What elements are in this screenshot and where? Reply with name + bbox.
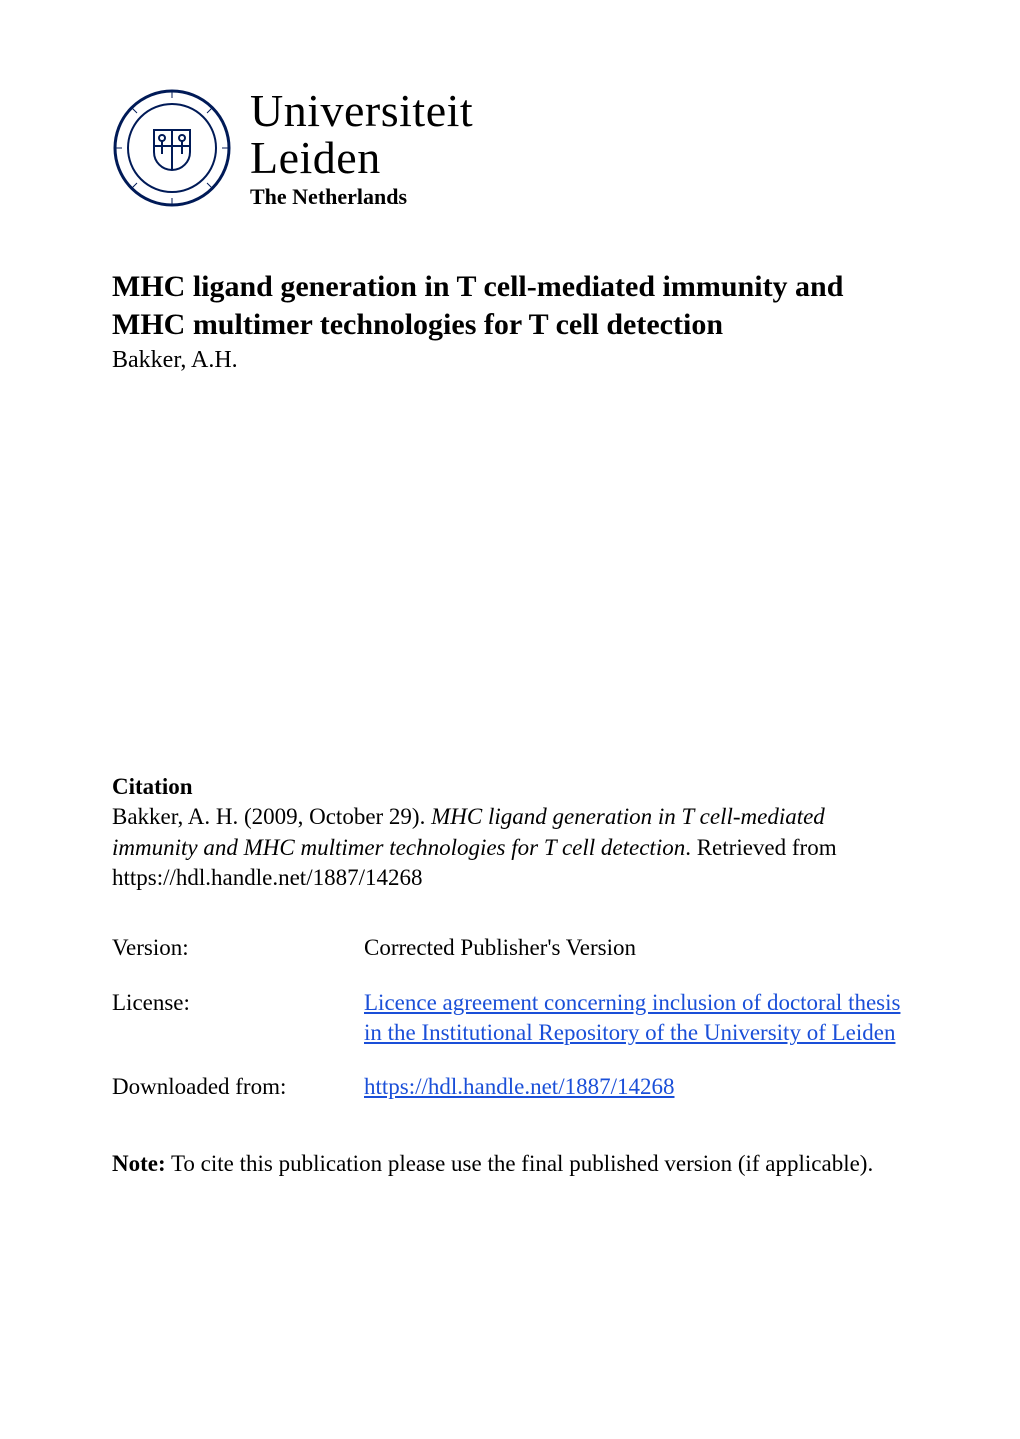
table-row: Version: Corrected Publisher's Version bbox=[112, 921, 908, 975]
download-link[interactable]: https://hdl.handle.net/1887/14268 bbox=[364, 1074, 674, 1099]
meta-value-downloaded: https://hdl.handle.net/1887/14268 bbox=[364, 1060, 908, 1114]
title-block: MHC ligand generation in T cell-mediated… bbox=[112, 268, 908, 374]
university-city: Leiden bbox=[250, 135, 473, 182]
table-row: Downloaded from: https://hdl.handle.net/… bbox=[112, 1060, 908, 1114]
note-label: Note: bbox=[112, 1151, 166, 1176]
university-name: Universiteit bbox=[250, 88, 473, 135]
note: Note: To cite this publication please us… bbox=[112, 1149, 908, 1179]
citation-text: Bakker, A. H. (2009, October 29). MHC li… bbox=[112, 802, 908, 893]
citation-heading: Citation bbox=[112, 774, 908, 800]
title-line-2: MHC multimer technologies for T cell det… bbox=[112, 308, 723, 341]
page: Universiteit Leiden The Netherlands MHC … bbox=[0, 0, 1020, 1439]
note-text: To cite this publication please use the … bbox=[166, 1151, 874, 1176]
document-author: Bakker, A.H. bbox=[112, 347, 908, 374]
title-line-1: MHC ligand generation in T cell-mediated… bbox=[112, 270, 843, 303]
document-title: MHC ligand generation in T cell-mediated… bbox=[112, 268, 908, 343]
institution-logo-block: Universiteit Leiden The Netherlands bbox=[112, 88, 908, 208]
meta-value-version: Corrected Publisher's Version bbox=[364, 921, 908, 975]
table-row: License: Licence agreement concerning in… bbox=[112, 976, 908, 1061]
meta-label-version: Version: bbox=[112, 921, 364, 975]
university-country: The Netherlands bbox=[250, 186, 473, 208]
citation-block: Citation Bakker, A. H. (2009, October 29… bbox=[112, 774, 908, 1179]
license-link[interactable]: Licence agreement concerning inclusion o… bbox=[364, 990, 900, 1045]
meta-label-downloaded: Downloaded from: bbox=[112, 1060, 364, 1114]
meta-label-license: License: bbox=[112, 976, 364, 1061]
university-seal-icon bbox=[112, 88, 232, 208]
university-wordmark: Universiteit Leiden The Netherlands bbox=[250, 88, 473, 208]
citation-author-year: Bakker, A. H. (2009, October 29). bbox=[112, 804, 431, 829]
metadata-table: Version: Corrected Publisher's Version L… bbox=[112, 921, 908, 1114]
meta-value-license: Licence agreement concerning inclusion o… bbox=[364, 976, 908, 1061]
